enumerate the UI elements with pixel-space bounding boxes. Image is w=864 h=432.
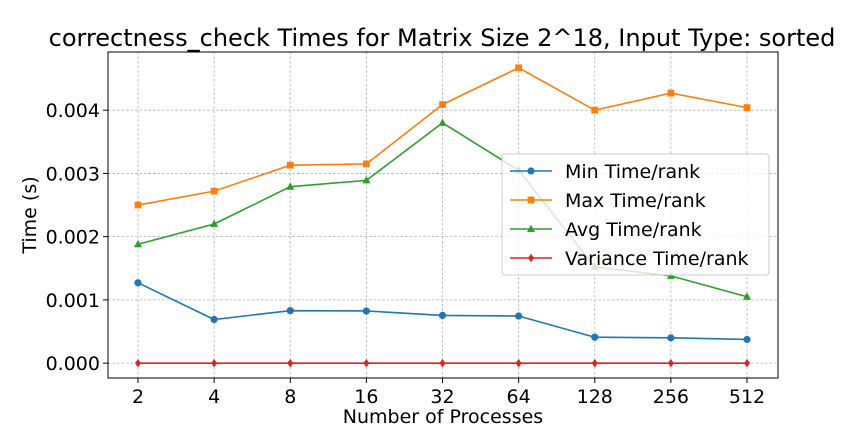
data-point [439, 101, 446, 108]
data-point [286, 161, 294, 169]
data-point [287, 358, 294, 368]
x-tick-label: 4 [208, 386, 220, 408]
data-point [134, 239, 142, 248]
data-point [134, 201, 142, 209]
data-point [362, 175, 371, 184]
x-tick-label: 256 [653, 386, 689, 408]
legend-item: Min Time/rank [510, 161, 700, 183]
data-point [438, 118, 447, 126]
data-point [744, 358, 750, 368]
axis-ticks: 2 4 8 16 32 64 128 256 512 0.000 0.001 0.002 0.003 0.… [46, 100, 766, 408]
data-point [135, 358, 141, 368]
x-axis-label: Number of Processes [343, 406, 543, 428]
data-point [667, 89, 675, 97]
data-point [210, 187, 218, 195]
data-point [743, 292, 751, 300]
legend-marker [528, 253, 534, 263]
legend-box [501, 153, 770, 276]
data-point [362, 160, 370, 168]
data-point [210, 219, 219, 228]
legend: Min Time/rank Max Time/rank Avg Time/rank V… [501, 153, 770, 276]
legend-marker [527, 167, 535, 175]
data-point [362, 307, 370, 315]
x-tick-label: 2 [132, 386, 144, 408]
data-point [438, 311, 447, 319]
legend-label: Variance Time/rank [565, 248, 749, 270]
data-point [515, 358, 522, 368]
data-point [210, 315, 218, 324]
data-point [515, 64, 523, 72]
legend-label: Max Time/rank [565, 190, 706, 212]
legend-item: Avg Time/rank [510, 219, 702, 241]
x-tick-label: 16 [354, 386, 378, 408]
data-point [667, 334, 675, 342]
x-tick-label: 32 [430, 386, 454, 408]
data-point [591, 358, 598, 368]
y-tick-label: 0.000 [46, 353, 100, 375]
y-tick-label: 0.004 [46, 100, 100, 122]
x-tick-label: 8 [284, 386, 296, 408]
data-point [363, 358, 370, 368]
legend-item: Max Time/rank [510, 190, 706, 212]
x-tick-label: 64 [507, 386, 531, 408]
x-tick-label: 128 [577, 386, 613, 408]
y-tick-label: 0.003 [46, 163, 100, 185]
legend-marker [527, 224, 535, 232]
data-point [286, 182, 295, 190]
data-point [515, 312, 523, 320]
legend-marker [527, 196, 535, 204]
legend-label: Min Time/rank [565, 161, 700, 183]
data-point [286, 307, 294, 315]
y-tick-label: 0.001 [46, 290, 100, 312]
y-axis-label: Time (s) [19, 176, 41, 254]
y-tick-label: 0.002 [46, 227, 100, 249]
series-min-time-rank [134, 279, 751, 344]
data-point [667, 358, 674, 368]
data-point [439, 358, 446, 368]
series-max-time-rank [134, 64, 751, 209]
data-point [591, 333, 599, 341]
data-point [211, 358, 218, 368]
series-variance-time-rank [135, 358, 750, 368]
data-point [591, 106, 599, 114]
data-point [743, 104, 751, 112]
legend-item: Variance Time/rank [510, 248, 749, 270]
legend-label: Avg Time/rank [565, 219, 702, 241]
data-point [134, 279, 142, 287]
chart-title: correctness_check Times for Matrix Size … [49, 24, 836, 52]
x-tick-label: 512 [729, 386, 765, 408]
data-point [743, 335, 751, 344]
